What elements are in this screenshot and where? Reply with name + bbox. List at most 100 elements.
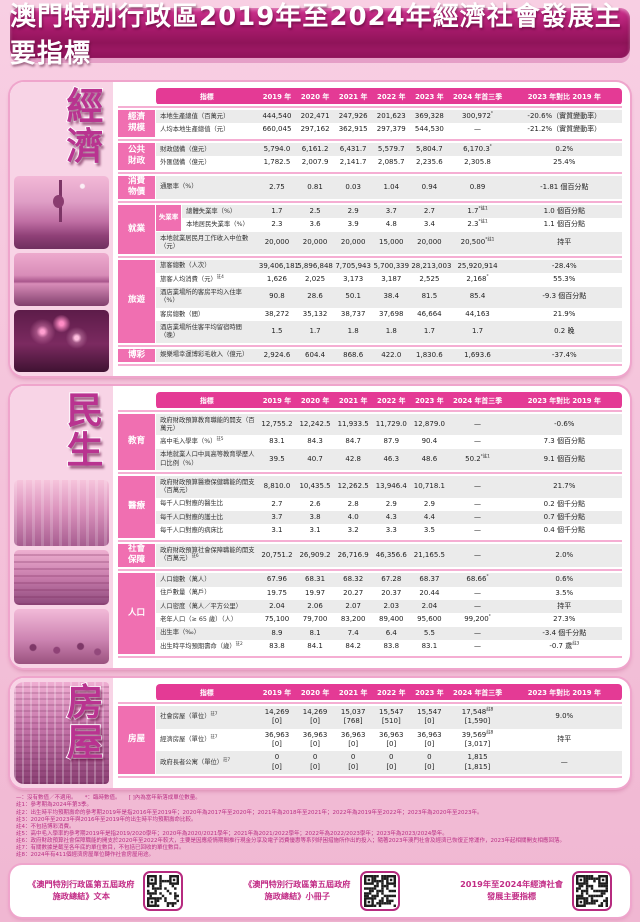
col-header-year: 2021 年 — [334, 392, 373, 410]
year-value: 0.81 — [296, 174, 335, 200]
year-value: 26,716.9 — [334, 542, 373, 569]
year-value: 3.3 — [372, 524, 411, 539]
indicator-label: 社會房屋（單位）註7 — [155, 704, 258, 729]
year-value: 5,896,848 — [296, 258, 335, 274]
year-value: 90.4 — [410, 435, 449, 449]
year-value: 46,664 — [410, 307, 449, 322]
category-label: 房屋 — [116, 704, 157, 776]
col-header-indicator: 指標 — [155, 392, 258, 410]
year-value: 38.4 — [372, 286, 411, 308]
photo-macau-tower-cityscape — [14, 176, 109, 249]
comparison-value: 27.3% — [506, 613, 622, 627]
group-separator — [117, 653, 622, 660]
header-spacer — [118, 88, 156, 105]
indicator-label: 本地就業居民月工作收入中位數（元） — [155, 231, 258, 255]
year-value: 2.07 — [334, 599, 373, 614]
year-value: 2,525 — [410, 273, 449, 287]
group-separator — [117, 169, 622, 176]
indicator-label: 政府長者公寓（單位）註7 — [155, 751, 258, 776]
year-value: — — [448, 586, 507, 600]
col-header-year: 2021 年 — [334, 88, 373, 105]
year-value: 202,471 — [296, 109, 335, 124]
group-separator — [117, 774, 622, 781]
year-value: 1.7 — [410, 321, 449, 344]
year-value: 201,623 — [372, 109, 411, 124]
year-value: 48.6 — [410, 448, 449, 472]
table-row: 旅客人均消費（元）註4 1,626 2,025 3,173 3,187 2,525 2,16… — [118, 273, 622, 287]
table-row: 醫療 政府財政預算醫療保健職能的開支（百萬元） 8,810.0 10,435.5 12,… — [116, 474, 622, 540]
year-value: 12,262.5 — [334, 475, 373, 498]
year-value: 36,963 [0] — [296, 728, 335, 752]
indicator-label: 酒店業場所的客房平均入住率（%） — [155, 286, 258, 308]
year-value: 25,920,914 — [448, 258, 507, 274]
year-value: 2.5 — [296, 203, 335, 219]
table-row: 本地居民失業率（%） 2.3 3.6 3.9 4.8 3.4 2.3*註1 1.1 個百分點 — [118, 218, 622, 232]
year-value: — — [448, 524, 507, 539]
year-value: 19.97 — [296, 586, 335, 600]
group-separator — [117, 408, 622, 415]
group-separator — [117, 342, 622, 349]
year-value: 1,782.5 — [257, 156, 296, 171]
comparison-value: 1.1 個百分點 — [506, 218, 622, 232]
qr-item-policy-booklet: 《澳門特別行政區第五屆政府 施政總結》小冊子 — [244, 870, 400, 911]
year-value: 604.4 — [296, 347, 335, 364]
year-value: 44,163 — [448, 307, 507, 322]
indicator-label: 每千人口對應的醫生比 — [155, 497, 258, 511]
housing-table-area: 指標 2019 年 2020 年 2021 年 2022 年 2023 年 2024 年首三… — [113, 678, 630, 789]
year-value: 21,165.5 — [410, 542, 449, 569]
footnote: 註3：2020年至2023年與2016年至2019年的出生時平均預期壽命比較。 — [16, 816, 197, 823]
year-value: 0 [0] — [410, 751, 449, 776]
year-value: 422.0 — [372, 347, 411, 364]
year-value: 247,926 — [334, 109, 373, 124]
year-value: 2.04 — [257, 599, 296, 614]
year-value: 2.9 — [410, 497, 449, 511]
year-value: 2.3*註1 — [448, 218, 507, 232]
year-value: — — [448, 435, 507, 449]
col-header-year: 2023 年對比 2019 年 — [506, 683, 622, 701]
year-value: 11,729.0 — [372, 413, 411, 436]
table-row: 社會 保障 政府財政預算社會保障職能的開支（百萬元）註6 20,751.2 26,90… — [116, 542, 622, 569]
category-label: 公共 財政 — [116, 141, 157, 172]
year-value: 15,000 — [372, 231, 411, 255]
year-value: 20,000 — [257, 231, 296, 255]
indicator-label: 住戶數量（萬戶） — [155, 586, 258, 600]
year-value: 67.28 — [372, 572, 411, 587]
photo-residential-buildings — [14, 681, 109, 785]
table-row: 本地就業人口中具高等教育學歷人口比例（%） 39.5 40.7 42.8 46.3 48.… — [118, 448, 622, 472]
table-row: 旅遊 旅客總數（人次） 39,406,181 5,896,848 7,705,943 5,… — [116, 258, 622, 345]
table-row: 教育 政府財政預算教育職能的開支（百萬元） 12,755.2 12,242.5 11,9… — [116, 412, 622, 472]
year-value: 0.89 — [448, 174, 507, 200]
year-value: 2,025 — [296, 273, 335, 287]
table-row: 政府長者公寓（單位）註7 0 [0] 0 [0] 0 [0] 0 [0] 0 [0] 1,815 [1,… — [118, 751, 622, 776]
year-value: 12,879.0 — [410, 413, 449, 436]
year-value: 39.5 — [257, 448, 296, 472]
comparison-value: 0.4 個千分點 — [506, 524, 622, 539]
photo-street-scene — [14, 549, 109, 605]
year-value: 1,815 [1,815] — [448, 751, 507, 776]
indicator-label: 酒店業場所住客平均留宿時間（晚） — [155, 321, 258, 344]
comparison-value: -37.4% — [506, 347, 622, 364]
section-card-economy: 經濟 指標 2019 年 2020 年 2021 年 2022 年 2023 年 2024 … — [10, 82, 630, 377]
year-value: 1.7 — [257, 203, 296, 219]
indicator-label: 客房總數（間） — [155, 307, 258, 322]
year-value: 544,530 — [410, 123, 449, 138]
year-value: 19.75 — [257, 586, 296, 600]
year-value: 8,810.0 — [257, 475, 296, 498]
year-value: 6,431.7 — [334, 141, 373, 157]
indicator-label: 本地就業人口中具高等教育學歷人口比例（%） — [155, 448, 258, 472]
year-value: 50.1 — [334, 286, 373, 308]
legend-note: —：沒有數值／不適用。 *：臨時數值。 [ ]內為當年新落成單位數量。 — [16, 795, 201, 802]
group-separator — [117, 537, 622, 544]
table-row: 本地就業居民月工作收入中位數（元） 20,000 20,000 20,000 15,00… — [118, 231, 622, 255]
year-value: 1.7*註1 — [448, 203, 507, 219]
year-value: 4.4 — [410, 511, 449, 525]
table-row: 住戶數量（萬戶） 19.75 19.97 20.27 20.37 20.44—3.5% — [118, 586, 622, 600]
col-header-year: 2021 年 — [334, 683, 373, 701]
indicator-label: 旅客總數（人次） — [155, 258, 258, 274]
year-value: 0 [0] — [296, 751, 335, 776]
qr-item-indicators: 2019年至2024年經濟社會 發展主要指標 — [460, 870, 612, 911]
table-row: 人均本地生產總值（元） 660,045 297,162 362,915 297,379 5… — [118, 123, 622, 138]
year-value: 38,737 — [334, 307, 373, 322]
col-header-year: 2024 年首三季 — [448, 88, 507, 105]
comparison-value: -9.3 個百分點 — [506, 286, 622, 308]
